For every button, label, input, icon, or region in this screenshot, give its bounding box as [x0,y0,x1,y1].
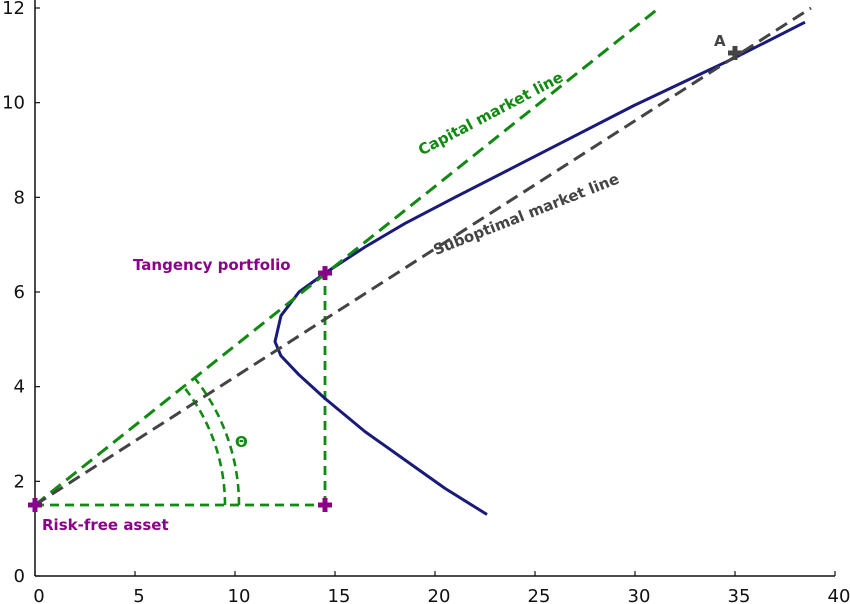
x-tick-label: 25 [528,586,551,604]
capital-market-line [34,6,660,507]
x-tick-label: 5 [133,586,144,604]
x-tick-label: 40 [828,586,850,604]
suboptimal-market-line [34,6,812,507]
x-tick-label: 15 [328,586,351,604]
y-tick-label: 12 [2,0,25,19]
risk-free-asset-marker [28,498,42,512]
capital-market-line-label: Capital market line [415,68,566,159]
tangency-portfolio-label: Tangency portfolio [133,256,291,274]
y-tick-label: 2 [14,471,25,492]
x-tick-label: 0 [33,586,44,604]
marker-bar-v [732,45,738,60]
x-tick-label: 20 [428,586,451,604]
x-tick-label: 35 [728,586,751,604]
suboptimal-market-line-label: Suboptimal market line [431,170,622,259]
theta-arc [193,377,241,506]
y-tick-label: 10 [2,93,25,114]
y-tick-label: 4 [14,377,25,398]
efficient-frontier-curve [273,20,806,516]
guide-corner-marker [318,498,332,512]
tangency-portfolio-marker [318,266,332,281]
point-a-marker [728,45,742,60]
y-tick-label: 8 [14,187,25,208]
x-tick-label: 30 [628,586,651,604]
marker-bar-v [322,266,328,281]
series-lines [34,6,812,516]
theta-label: Θ [235,433,248,451]
risk-free-asset-label: Risk-free asset [42,516,169,534]
guide-lines [35,273,327,507]
theta-arc [182,385,227,506]
marker-bar-v [322,498,328,512]
y-tick-label: 0 [14,566,25,587]
point-a-label: A [714,32,726,50]
data-points [28,45,742,512]
marker-bar-v [32,498,38,512]
x-tick-label: 10 [228,586,251,604]
y-tick-label: 6 [14,282,25,303]
